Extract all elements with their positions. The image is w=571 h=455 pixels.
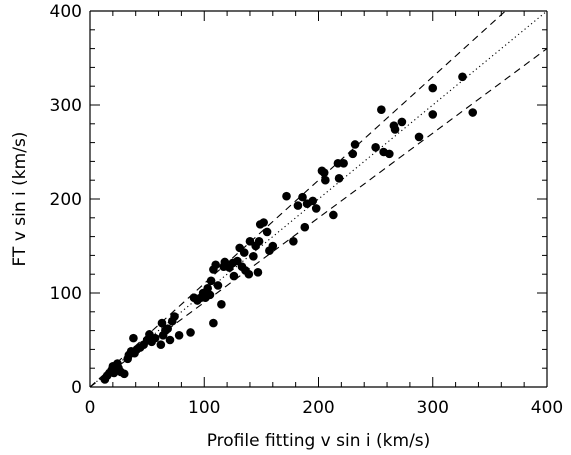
data-point [157, 318, 167, 328]
data-point [397, 117, 407, 127]
x-tick-label: 300 [417, 398, 449, 418]
data-point [253, 268, 263, 277]
data-point [259, 218, 268, 227]
data-point [428, 110, 438, 119]
data-point [170, 312, 179, 321]
data-point [311, 204, 321, 213]
data-point [239, 248, 249, 257]
x-tick-label: 200 [302, 398, 334, 418]
data-point [206, 276, 216, 286]
y-tick-label: 400 [50, 2, 82, 22]
tick-labels: 0 100 200 300 400 0 100 200 300 400 [50, 2, 564, 418]
data-point [348, 149, 358, 159]
data-point [150, 333, 160, 343]
data-point [244, 269, 254, 279]
x-axis-title: Profile fitting v sin i (km/s) [207, 431, 431, 451]
data-point [468, 108, 478, 117]
data-point [321, 175, 330, 185]
data-point [282, 191, 291, 201]
data-point [371, 143, 380, 152]
y-tick-label: 0 [71, 378, 82, 398]
data-point [289, 237, 298, 246]
data-point [213, 281, 223, 290]
data-point [300, 222, 310, 232]
x-tick-label: 400 [531, 398, 563, 418]
data-point [217, 299, 226, 309]
data-point [211, 260, 220, 270]
data-point [165, 335, 175, 345]
data-point [203, 284, 212, 293]
data-points [100, 72, 478, 384]
data-point [308, 196, 318, 206]
data-point [377, 105, 386, 114]
data-point [229, 271, 239, 281]
data-point [385, 149, 394, 159]
data-point [298, 192, 307, 202]
data-point [329, 210, 338, 220]
y-tick-label: 100 [50, 284, 82, 304]
data-point [339, 158, 348, 168]
y-tick-label: 200 [50, 190, 82, 210]
data-point [350, 140, 360, 149]
x-tick-label: 0 [85, 398, 96, 418]
data-point [209, 318, 218, 328]
reference-line-dashed-2 [90, 48, 547, 387]
data-point [334, 174, 344, 183]
data-point [163, 324, 172, 334]
y-tick-label: 300 [50, 96, 82, 116]
axis-ticks [89, 10, 548, 388]
data-point [245, 237, 255, 246]
data-point [129, 333, 138, 343]
reference-line-dotted-0 [90, 11, 547, 387]
data-point [254, 237, 264, 246]
data-point [458, 72, 467, 82]
data-point [186, 328, 195, 337]
data-point [428, 83, 438, 93]
data-point [262, 227, 272, 237]
data-point [293, 201, 303, 210]
x-tick-label: 100 [188, 398, 220, 418]
data-point [119, 369, 129, 379]
data-point [319, 168, 329, 177]
data-point [249, 252, 258, 261]
data-point [390, 125, 400, 134]
y-axis-title: FT v sin i (km/s) [10, 132, 30, 267]
reference-lines [90, 11, 547, 387]
data-point [268, 241, 278, 251]
reference-line-dashed-1 [90, 11, 507, 387]
data-point [205, 290, 215, 300]
data-point [156, 340, 166, 350]
data-point [174, 331, 184, 340]
data-point [414, 132, 424, 142]
